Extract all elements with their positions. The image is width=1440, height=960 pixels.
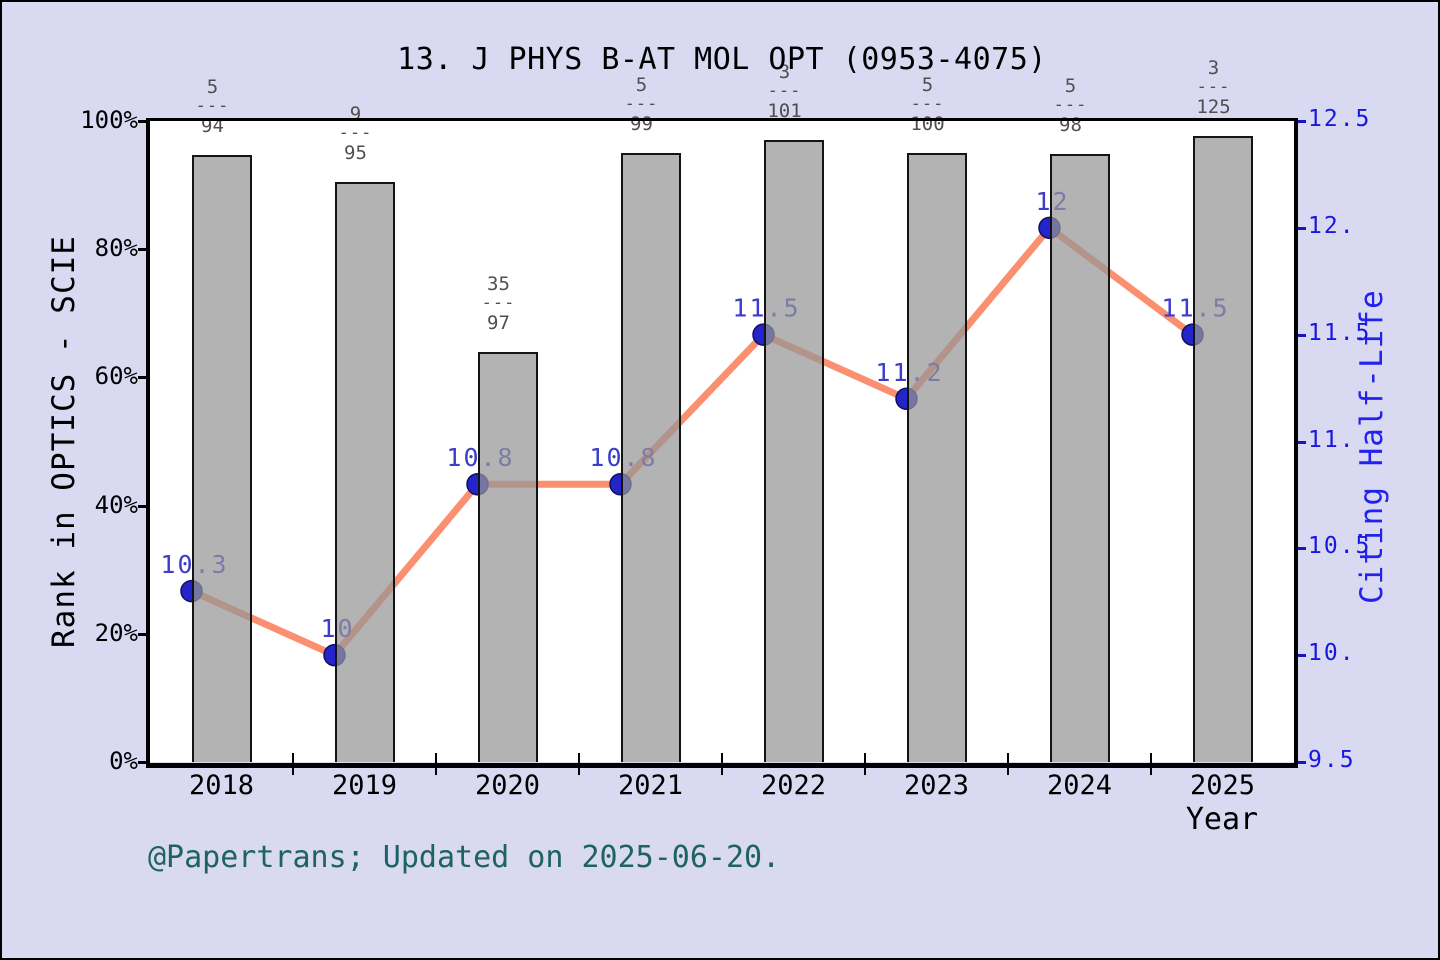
left-axis-tick-mark — [138, 376, 147, 380]
right-axis-label: Citing Half-Life — [1354, 289, 1390, 605]
left-axis-tick-mark — [138, 504, 147, 508]
left-axis-tick-label: 20% — [94, 618, 138, 647]
fraction-divider: --- — [195, 96, 230, 117]
footer-credit: @Papertrans; Updated on 2025-06-20. — [148, 840, 781, 875]
right-axis-tick-mark — [1298, 120, 1306, 123]
chart-title: 13. J PHYS B-AT MOL OPT (0953-4075) — [397, 42, 1047, 77]
right-axis-tick-mark — [1298, 440, 1306, 444]
left-axis-tick-label: 100% — [80, 106, 138, 134]
right-axis-tick-label: 12. — [1308, 212, 1356, 239]
x-axis-tick-label: 2019 — [331, 770, 398, 801]
x-axis-tick-label: 2021 — [617, 770, 684, 801]
left-axis-tick-mark — [138, 120, 147, 123]
right-axis-tick-label: 11. — [1308, 426, 1356, 453]
x-axis-tick-label: 2024 — [1046, 770, 1113, 801]
right-axis-tick-mark — [1298, 654, 1306, 658]
fraction-divider: --- — [1053, 94, 1088, 115]
right-axis-tick-mark — [1298, 547, 1306, 551]
right-axis-tick-label: 10.5 — [1308, 533, 1372, 560]
x-axis-tick-label: 2018 — [188, 770, 255, 801]
left-axis-tick-mark — [138, 248, 147, 252]
left-axis-label: Rank in OPTICS - SCIE — [46, 235, 82, 649]
plot-area — [150, 121, 1294, 762]
left-axis-tick-label: 80% — [94, 234, 138, 263]
right-axis-tick-label: 12.5 — [1308, 106, 1372, 132]
left-axis-tick-mark — [138, 632, 147, 636]
rank-denominator: 125 — [1196, 96, 1231, 119]
left-axis-tick-mark — [138, 761, 147, 764]
left-axis-tick-label: 0% — [109, 747, 138, 775]
rank-numerator: 5 — [1064, 74, 1077, 97]
left-axis-tick-label: 40% — [94, 490, 138, 519]
fraction-divider: --- — [1196, 77, 1231, 98]
rank-denominator: 101 — [767, 100, 802, 123]
x-axis-tick-label: 2022 — [760, 770, 827, 801]
x-axis-tick-label: 2020 — [474, 770, 541, 801]
right-axis-tick-label: 10. — [1308, 640, 1356, 667]
right-axis-tick-mark — [1298, 761, 1306, 764]
left-axis-tick-label: 60% — [94, 362, 138, 391]
x-axis-tick-label: 2023 — [903, 770, 970, 801]
fraction-divider: --- — [910, 94, 945, 115]
rank-numerator: 5 — [206, 76, 219, 99]
x-axis-label: Year — [1185, 802, 1259, 837]
right-axis-tick-label: 9.5 — [1308, 747, 1356, 773]
right-axis-tick-mark — [1298, 226, 1306, 230]
fraction-divider: --- — [767, 81, 802, 102]
right-axis-tick-mark — [1298, 333, 1306, 337]
x-axis-tick-label: 2025 — [1189, 770, 1256, 801]
right-axis-tick-label: 11.5 — [1308, 319, 1372, 346]
fraction-divider: --- — [624, 94, 659, 115]
